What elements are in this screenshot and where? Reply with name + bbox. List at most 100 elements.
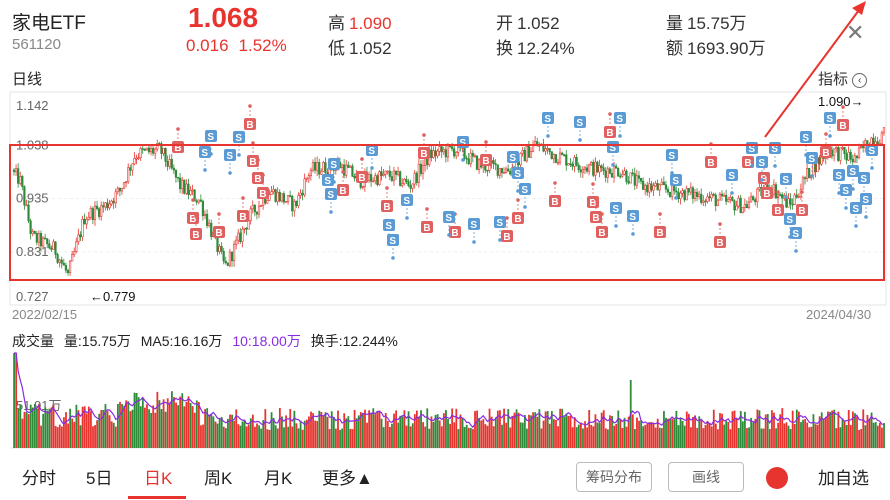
candle-body: [710, 193, 713, 199]
chips-distribution-button[interactable]: 筹码分布: [576, 462, 652, 492]
volume-bar: [631, 414, 634, 448]
candle-body: [222, 250, 225, 262]
candle-body: [280, 193, 283, 202]
volume-bar: [598, 423, 601, 448]
volume-bar: [791, 410, 794, 448]
candle-body: [68, 260, 72, 273]
sell-signal-label: S: [544, 114, 551, 125]
candle-body: [203, 213, 207, 216]
signal-dot: [594, 197, 598, 201]
volume-bar: [100, 409, 103, 448]
volume-bar: [87, 406, 90, 448]
volume-bar: [582, 428, 584, 448]
candle-body: [197, 199, 200, 203]
signal-dot: [760, 178, 764, 182]
tab-5day[interactable]: 5日: [86, 469, 113, 488]
volume-bar: [278, 408, 281, 448]
sell-signal-label: S: [324, 176, 331, 187]
candle-body: [139, 148, 142, 158]
candle-body: [39, 233, 43, 247]
candle-body: [588, 164, 591, 172]
volume-bar: [575, 427, 578, 448]
sell-signal-marker: [401, 194, 413, 206]
candle-body: [21, 176, 24, 187]
volume-bar: [613, 425, 616, 448]
close-icon[interactable]: ✕: [846, 20, 865, 45]
volume-bar: [60, 426, 63, 448]
volume-bar: [422, 422, 425, 448]
volume-bar: [519, 422, 522, 448]
add-watchlist-button[interactable]: 加自选: [818, 469, 869, 488]
signal-dot: [391, 256, 395, 260]
candle-body: [31, 231, 34, 234]
volume-bar: [254, 426, 256, 448]
candle-body: [803, 177, 807, 180]
candle-body: [677, 191, 680, 200]
volume-bar: [698, 416, 701, 448]
candle-body: [185, 183, 188, 194]
candle-body: [606, 168, 609, 178]
tab-intraday[interactable]: 分时: [22, 469, 56, 488]
volume-bar: [870, 412, 873, 448]
candle-body: [35, 233, 38, 243]
candle-body: [787, 198, 790, 208]
indicator-button[interactable]: 指标 ‹: [818, 68, 868, 89]
volume-bar: [523, 414, 526, 448]
turnover-value: 12.24%: [517, 39, 575, 58]
volume-bar: [293, 410, 296, 448]
candle-body: [56, 254, 59, 263]
candle-body: [592, 161, 595, 176]
volume-bar: [802, 419, 804, 448]
sell-signal-marker: [233, 131, 245, 143]
candle-body: [600, 165, 603, 169]
volume-bar: [758, 410, 761, 448]
volume-bar: [343, 413, 346, 448]
active-tab-indicator: [128, 496, 186, 499]
candle-body: [413, 172, 416, 185]
candle-body: [698, 193, 701, 197]
volume-bar: [652, 423, 655, 448]
tab-more[interactable]: 更多▲: [322, 469, 373, 488]
buy-signal-label: B: [482, 156, 489, 167]
volume-bar: [119, 401, 121, 448]
candle-body: [147, 147, 151, 153]
volume-bar: [555, 419, 557, 448]
tab-monthly-k[interactable]: 月K: [264, 469, 293, 488]
candle-body: [243, 227, 246, 230]
volume-bar: [534, 412, 537, 448]
volume-bar: [187, 396, 190, 448]
volume-bar: [717, 429, 719, 448]
sell-signal-marker: [507, 151, 519, 163]
volume-bar: [860, 429, 863, 448]
buy-signal-marker: [820, 146, 832, 158]
sell-signal-label: S: [514, 169, 521, 180]
signal-dot: [237, 153, 241, 157]
candle-body: [567, 163, 570, 166]
buy-signal-label: B: [249, 157, 256, 168]
tab-weekly-k[interactable]: 周K: [204, 469, 233, 488]
buy-signal-label: B: [592, 213, 599, 224]
candle-body: [172, 167, 175, 171]
tab-daily-k[interactable]: 日K: [144, 469, 173, 488]
candle-body: [722, 194, 726, 197]
candle-body: [270, 191, 273, 195]
volume-bar: [251, 414, 254, 448]
candle-body: [374, 175, 377, 182]
volume-bar: [642, 426, 645, 448]
volume-bar: [139, 406, 142, 448]
volume-bar: [638, 420, 640, 448]
record-icon[interactable]: [766, 467, 788, 489]
volume-bar: [667, 418, 669, 448]
candle-body: [166, 161, 169, 167]
draw-line-button[interactable]: 画线: [668, 462, 744, 492]
signal-dot: [591, 182, 595, 186]
candle-body: [623, 170, 626, 175]
candle-body: [577, 164, 580, 171]
candle-body: [446, 144, 450, 158]
candle-body: [205, 213, 209, 226]
volume-bar: [324, 412, 327, 448]
candle-body: [195, 200, 198, 203]
signal-dot: [341, 170, 345, 174]
signal-dot: [191, 198, 195, 202]
